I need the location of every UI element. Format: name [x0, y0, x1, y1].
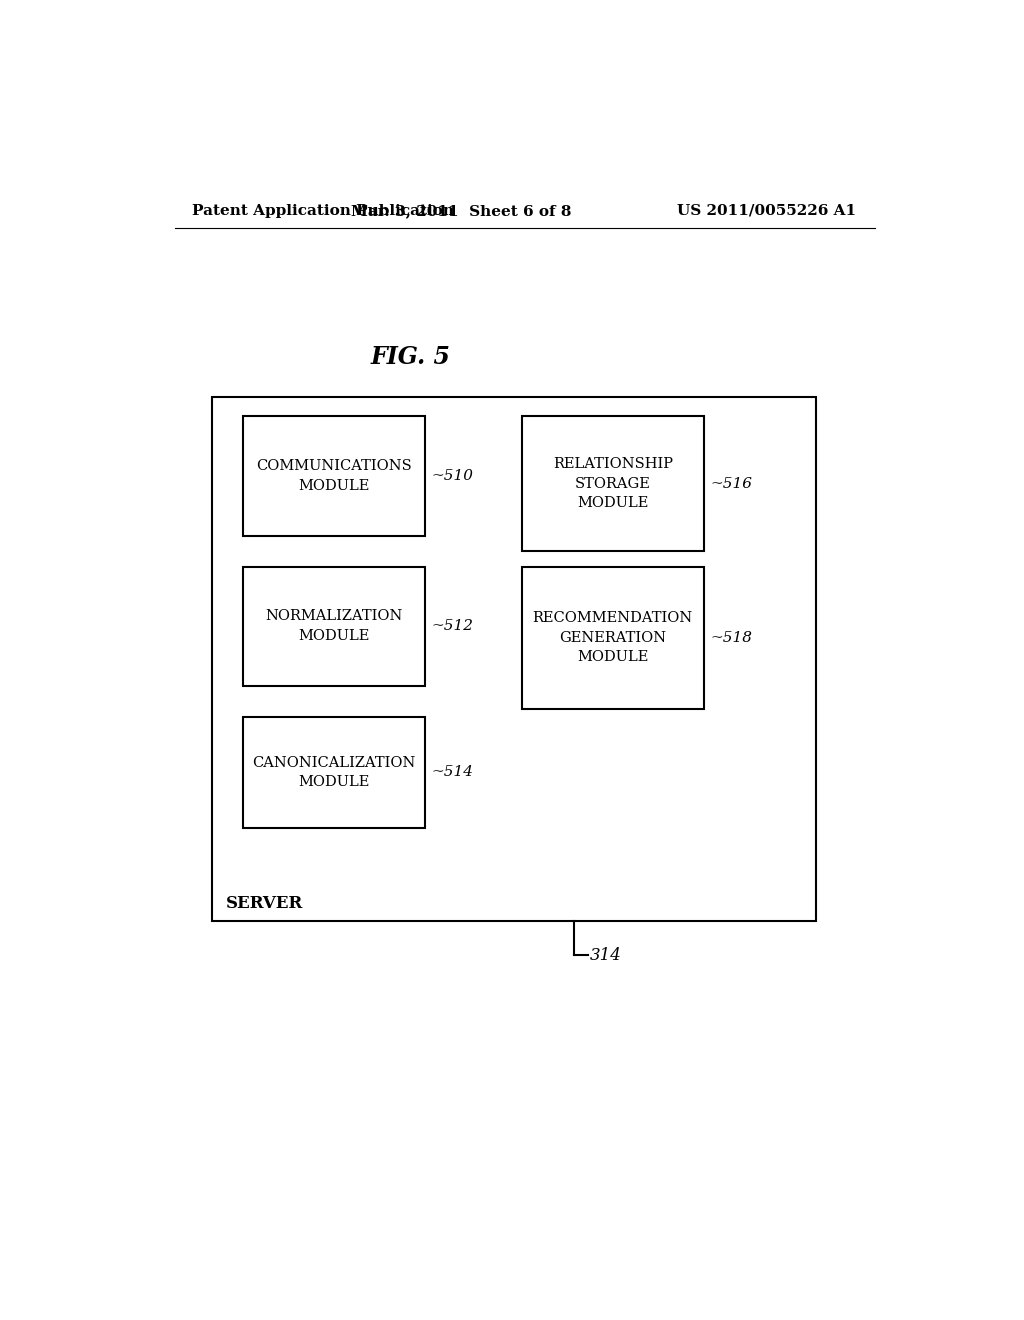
- Text: ~518: ~518: [710, 631, 752, 644]
- Text: ~516: ~516: [710, 477, 752, 491]
- Text: Patent Application Publication: Patent Application Publication: [193, 203, 455, 218]
- Text: ~510: ~510: [431, 469, 473, 483]
- Text: RECOMMENDATION
GENERATION
MODULE: RECOMMENDATION GENERATION MODULE: [532, 611, 693, 664]
- Bar: [521, 416, 703, 552]
- Text: FIG. 5: FIG. 5: [371, 345, 451, 370]
- Text: SERVER: SERVER: [225, 895, 303, 912]
- Bar: [521, 566, 703, 709]
- Text: RELATIONSHIP
STORAGE
MODULE: RELATIONSHIP STORAGE MODULE: [553, 457, 673, 511]
- Text: US 2011/0055226 A1: US 2011/0055226 A1: [677, 203, 856, 218]
- Bar: [243, 717, 425, 829]
- Text: ~512: ~512: [431, 619, 473, 634]
- Text: Mar. 3, 2011  Sheet 6 of 8: Mar. 3, 2011 Sheet 6 of 8: [351, 203, 571, 218]
- Text: 314: 314: [590, 946, 622, 964]
- Text: CANONICALIZATION
MODULE: CANONICALIZATION MODULE: [252, 756, 416, 789]
- Bar: [212, 397, 816, 921]
- Bar: [243, 566, 425, 686]
- Text: ~514: ~514: [431, 766, 473, 780]
- Text: NORMALIZATION
MODULE: NORMALIZATION MODULE: [265, 610, 402, 643]
- Bar: [243, 416, 425, 536]
- Text: COMMUNICATIONS
MODULE: COMMUNICATIONS MODULE: [256, 459, 412, 492]
